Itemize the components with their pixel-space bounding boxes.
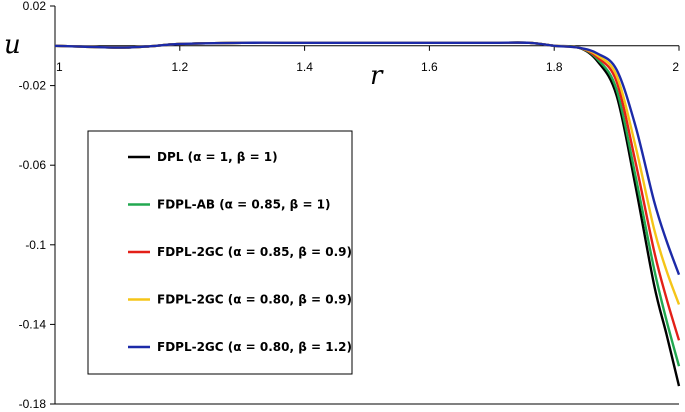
x-tick-label: 1.2 — [171, 60, 188, 74]
legend: DPL (α = 1, β = 1) FDPL-AB (α = 0.85, β =… — [87, 130, 353, 375]
legend-label: FDPL-2GC (α = 0.80, β = 1.2) — [157, 340, 352, 354]
series-lines — [54, 41, 681, 387]
x-tick-label: 1.4 — [296, 60, 313, 74]
y-tick-label: -0.06 — [19, 158, 47, 172]
x-tick-label: 1 — [56, 60, 63, 74]
y-tick-label: 0.02 — [23, 0, 47, 13]
series-line-5 — [54, 41, 681, 276]
y-tick-label: -0.02 — [19, 79, 47, 93]
y-tick-label: -0.14 — [19, 317, 47, 331]
x-axis-ticks: 1 1.2 1.4 1.6 1.8 2 — [54, 45, 680, 74]
legend-label: DPL (α = 1, β = 1) — [157, 150, 278, 164]
y-axis-label: u — [4, 30, 21, 60]
x-tick-label: 1.8 — [546, 60, 563, 74]
x-tick-label: 2 — [672, 60, 679, 74]
y-tick-label: -0.1 — [25, 238, 46, 252]
y-tick-label: -0.18 — [19, 397, 47, 411]
y-axis-ticks: 0.02 -0.02 -0.06 -0.1 -0.14 -0.18 — [19, 0, 55, 411]
x-tick-label: 1.6 — [421, 60, 438, 74]
legend-label: FDPL-AB (α = 0.85, β = 1) — [157, 198, 331, 212]
legend-label: FDPL-2GC (α = 0.85, β = 0.9) — [157, 245, 352, 259]
legend-label: FDPL-2GC (α = 0.80, β = 0.9) — [157, 293, 352, 307]
x-axis-label: r — [370, 61, 384, 91]
